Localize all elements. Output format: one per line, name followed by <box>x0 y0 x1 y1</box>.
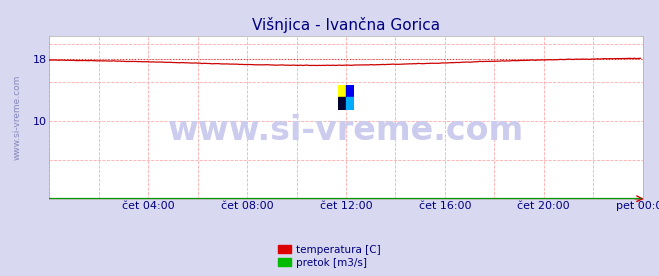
Bar <box>346 85 355 97</box>
Bar <box>338 97 346 110</box>
Title: Višnjica - Ivančna Gorica: Višnjica - Ivančna Gorica <box>252 17 440 33</box>
Bar <box>338 85 346 97</box>
Legend: temperatura [C], pretok [m3/s]: temperatura [C], pretok [m3/s] <box>278 245 381 268</box>
Text: www.si-vreme.com: www.si-vreme.com <box>13 75 21 160</box>
Text: www.si-vreme.com: www.si-vreme.com <box>168 114 524 147</box>
Bar <box>346 97 355 110</box>
